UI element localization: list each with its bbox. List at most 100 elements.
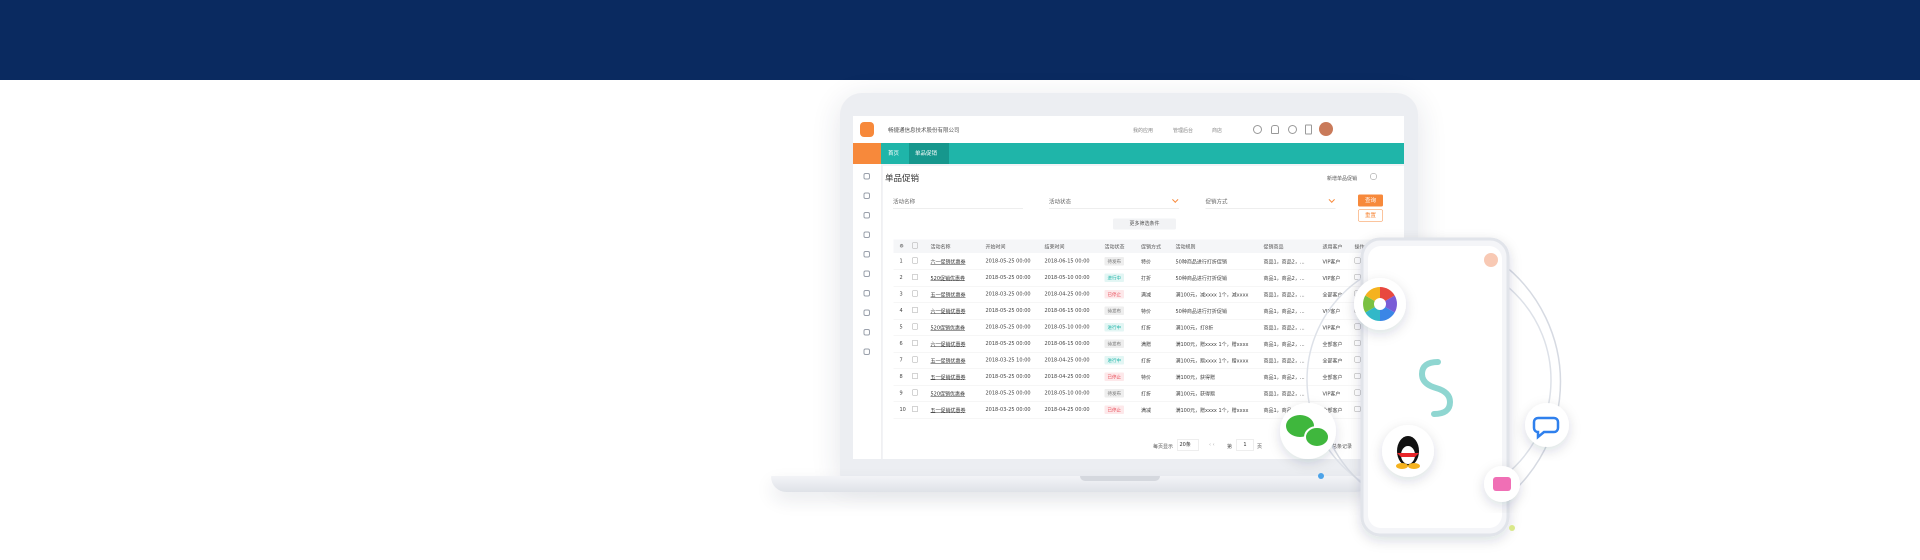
help-icon[interactable] xyxy=(1288,125,1297,134)
activity-name[interactable]: 六一促销优惠券 xyxy=(930,259,966,266)
checkbox[interactable] xyxy=(912,290,918,297)
table-header: ⚙ 活动名称 开始时间 结束时间 活动状态 促销方式 活动规则 促销商品 适用客户 操作 xyxy=(893,239,1404,253)
edit-icon[interactable] xyxy=(1354,257,1361,264)
edit-icon[interactable] xyxy=(1354,389,1361,396)
checkbox[interactable] xyxy=(912,356,918,363)
search-button[interactable]: 查询 xyxy=(1358,194,1383,207)
more-filters[interactable]: 更多筛选条件 xyxy=(1113,218,1176,230)
checkbox-cell xyxy=(912,257,931,266)
edit-icon[interactable] xyxy=(1354,356,1361,363)
nav-icon[interactable] xyxy=(863,251,870,258)
search-icon[interactable] xyxy=(1253,125,1262,134)
status-tag: 待发布 xyxy=(1104,389,1125,398)
nav-icon[interactable] xyxy=(863,290,870,297)
top-link[interactable]: 商店 xyxy=(1212,128,1222,134)
status-cell: 已停止 xyxy=(1104,290,1142,299)
activity-name[interactable]: 六一促销优惠券 xyxy=(930,309,966,315)
table-row: 7 五一促销优惠券 2018-03-25 10:00 2018-04-25 00:00… xyxy=(893,352,1404,369)
checkbox[interactable] xyxy=(912,257,918,264)
header-checkbox[interactable] xyxy=(912,242,931,251)
activity-name[interactable]: 五一促销优惠券 xyxy=(930,358,966,365)
checkbox[interactable] xyxy=(912,389,918,396)
top-link[interactable]: 我的应用 xyxy=(1133,128,1153,134)
checkbox[interactable] xyxy=(912,406,918,412)
actions xyxy=(1354,373,1405,381)
filter-select[interactable] xyxy=(1205,208,1336,209)
column-header: 活动状态 xyxy=(1104,244,1125,251)
checkbox[interactable] xyxy=(912,323,918,330)
actions xyxy=(1354,323,1405,332)
edit-icon[interactable] xyxy=(1354,340,1361,346)
activity-name[interactable]: 520促销优惠券 xyxy=(930,325,966,332)
end-time: 2018-06-15 00:00 xyxy=(1044,341,1090,347)
edit-icon[interactable] xyxy=(1354,290,1361,297)
bell-icon[interactable] xyxy=(1271,125,1279,134)
delete-icon[interactable] xyxy=(1363,373,1370,379)
customer-type: VIP客户 xyxy=(1322,259,1341,266)
delete-icon[interactable] xyxy=(1363,307,1370,313)
status-cell: 进行中 xyxy=(1104,273,1142,282)
promo-rule: 满100元，获得赠 xyxy=(1175,391,1216,398)
delete-icon[interactable] xyxy=(1363,274,1370,280)
activity-name[interactable]: 六一促销优惠券 xyxy=(930,342,966,348)
tab-active[interactable]: 单品促销 xyxy=(909,143,949,164)
checkbox[interactable] xyxy=(912,307,918,313)
help-icon[interactable] xyxy=(1370,173,1377,180)
delete-icon[interactable] xyxy=(1363,340,1370,346)
nav-icon[interactable] xyxy=(863,329,870,336)
nav-icon[interactable] xyxy=(863,192,870,199)
delete-icon[interactable] xyxy=(1363,356,1370,363)
home-nav[interactable] xyxy=(853,143,881,164)
status-tag: 进行中 xyxy=(1104,273,1125,282)
filter-select[interactable] xyxy=(1049,208,1179,209)
page-input[interactable]: 1 xyxy=(1236,439,1254,451)
edit-icon[interactable] xyxy=(1354,307,1361,313)
app: 畅捷通信息技术股份有限公司 我的应用 管理后台 商店 首页 单品促销 单品促销 … xyxy=(853,116,1404,459)
actions xyxy=(1354,307,1405,315)
activity-name[interactable]: 五一促销优惠券 xyxy=(930,292,966,299)
checkbox[interactable] xyxy=(912,340,918,346)
edit-icon[interactable] xyxy=(1354,323,1361,330)
checkbox[interactable] xyxy=(912,274,918,280)
activity-name[interactable]: 五一促销优惠券 xyxy=(930,408,966,414)
customer-type: VIP客户 xyxy=(1322,325,1341,332)
reset-button[interactable]: 重置 xyxy=(1358,209,1383,222)
nav-icon[interactable] xyxy=(863,173,870,180)
tab[interactable]: 首页 xyxy=(888,150,899,157)
nav-icon[interactable] xyxy=(863,348,870,355)
add-button[interactable]: 新增单品促销 xyxy=(1327,176,1357,182)
customer-type: VIP客户 xyxy=(1322,391,1341,398)
nav-icon[interactable] xyxy=(863,231,870,238)
activity-name[interactable]: 五一促销优惠券 xyxy=(930,375,966,381)
checkbox[interactable] xyxy=(912,242,918,249)
promo-method: 满赠 xyxy=(1141,342,1151,348)
activity-name[interactable]: 520促销优惠券 xyxy=(930,391,966,398)
delete-icon[interactable] xyxy=(1363,290,1370,297)
filter-input[interactable] xyxy=(893,208,1023,209)
table-row: 2 520促销优惠券 2018-05-25 00:00 2018-05-10 00:0… xyxy=(893,270,1404,287)
edit-icon[interactable] xyxy=(1354,274,1361,280)
nav-icon[interactable] xyxy=(863,212,870,219)
promo-method: 特价 xyxy=(1141,375,1151,381)
status-tag: 待发布 xyxy=(1104,339,1125,348)
avatar[interactable] xyxy=(1319,122,1333,136)
nav-icon[interactable] xyxy=(863,270,870,277)
column-header: 开始时间 xyxy=(985,244,1006,251)
settings-icon[interactable]: ⚙ xyxy=(899,243,904,250)
edit-icon[interactable] xyxy=(1354,373,1361,379)
promo-rule: 满100元，赠xxxx 1个，赠xxxx xyxy=(1175,408,1249,414)
start-time: 2018-05-25 00:00 xyxy=(985,324,1031,331)
nav-icon[interactable] xyxy=(863,309,870,316)
phone-icon[interactable] xyxy=(1305,124,1312,135)
delete-icon[interactable] xyxy=(1363,323,1370,330)
promo-rule: 满100元，赠xxxx 1个，赠xxxx xyxy=(1175,342,1249,348)
delete-icon[interactable] xyxy=(1363,257,1370,264)
activity-name[interactable]: 520促销优惠券 xyxy=(930,276,966,282)
per-page-select[interactable]: 20条 xyxy=(1177,439,1199,451)
delete-icon[interactable] xyxy=(1363,389,1370,396)
edit-icon[interactable] xyxy=(1354,406,1361,412)
top-link[interactable]: 管理后台 xyxy=(1173,128,1193,134)
prev-arrows[interactable]: ‹ ‹ xyxy=(1209,442,1215,448)
delete-icon[interactable] xyxy=(1363,406,1370,412)
checkbox[interactable] xyxy=(912,373,918,379)
